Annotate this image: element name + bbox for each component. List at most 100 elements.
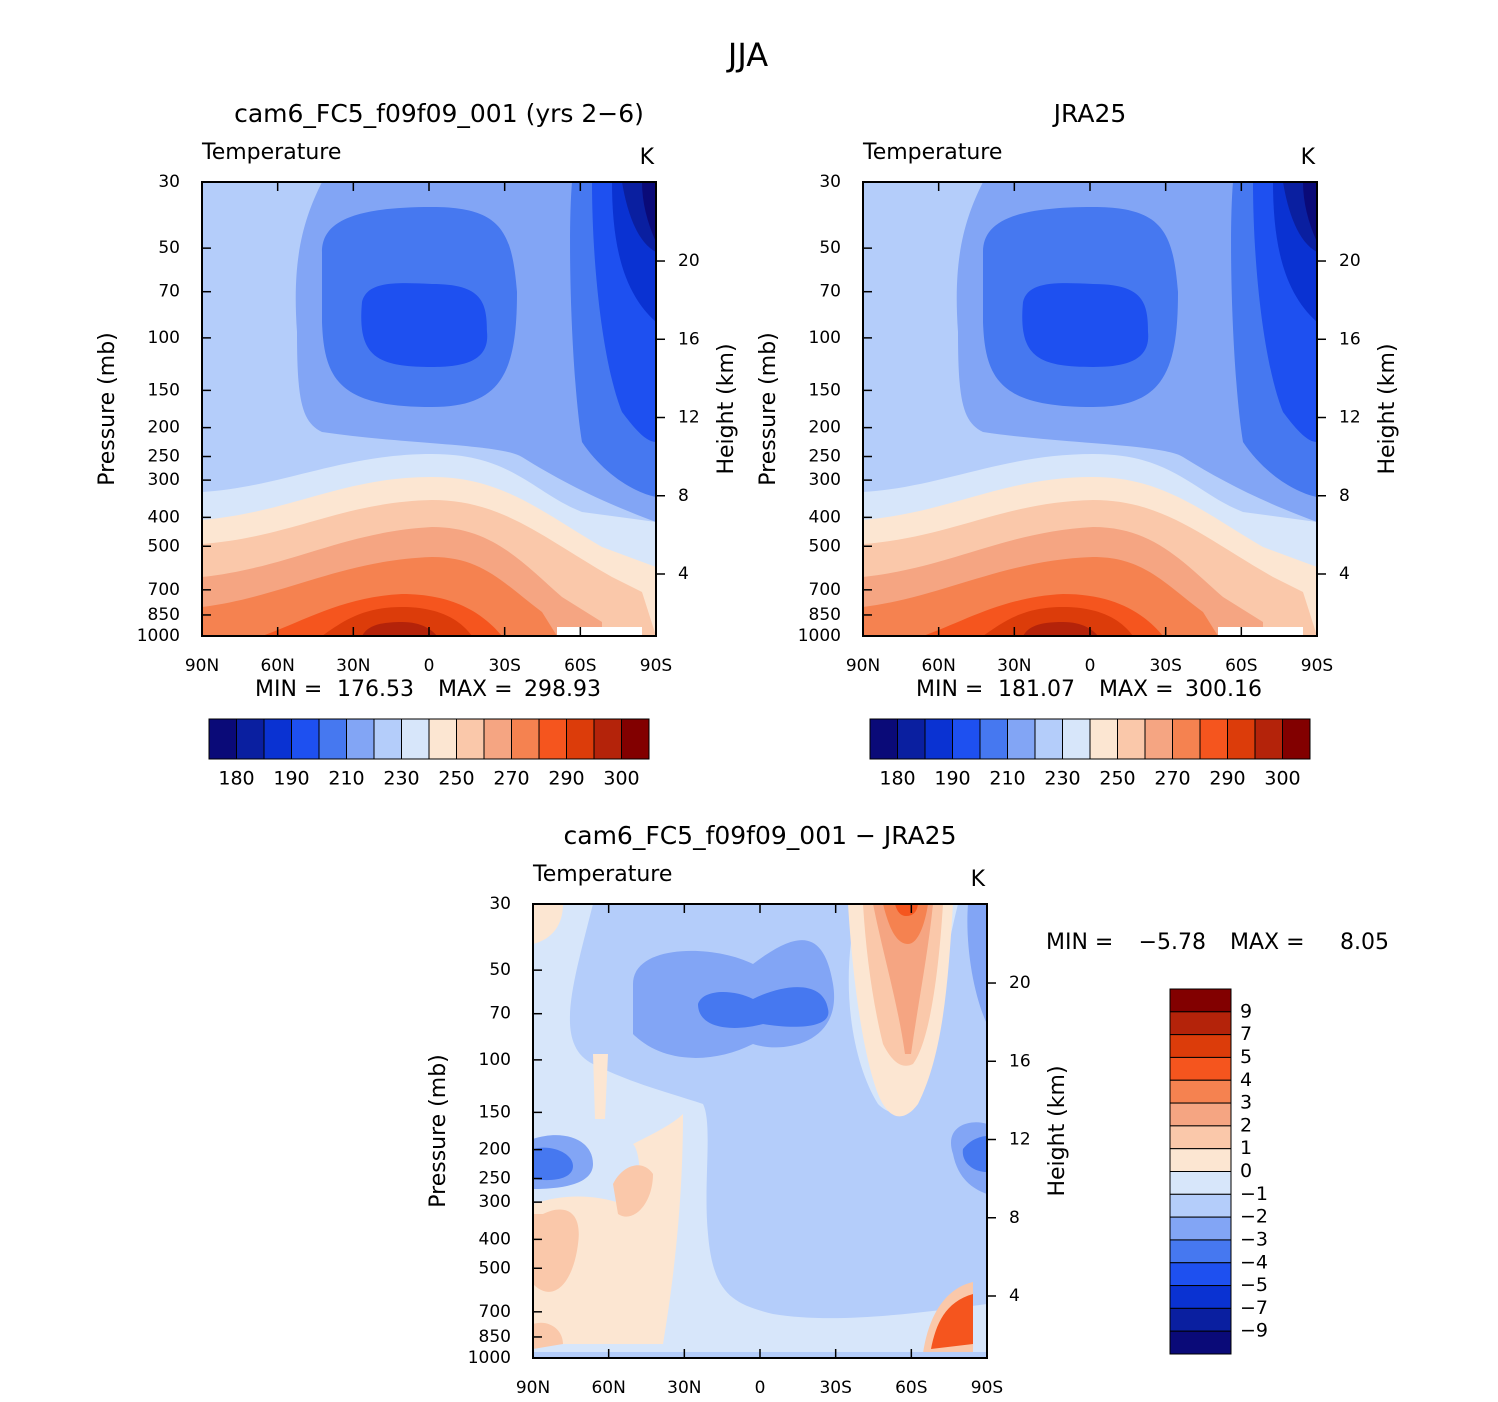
min-max-text: −5.78 — [1139, 930, 1206, 955]
panel-title: cam6_FC5_f09f09_001 − JRA25 — [564, 821, 957, 850]
x-tick-label: 30N — [667, 1378, 701, 1398]
colorbar-box — [869, 718, 898, 760]
colorbar-label: 9 — [1240, 1000, 1252, 1022]
colorbar-label: 300 — [603, 768, 639, 790]
y-tick-label: 50 — [158, 238, 180, 258]
colorbar-label: 1 — [1240, 1137, 1252, 1159]
colorbar-label: 4 — [1240, 1069, 1252, 1091]
colorbar-box — [1007, 718, 1036, 760]
y-tick-label: 30 — [489, 894, 511, 914]
colorbar-box — [1169, 1125, 1232, 1150]
contour-field — [202, 182, 656, 636]
colorbar-box — [428, 718, 457, 760]
colorbar-box — [483, 718, 512, 760]
colorbar-label: 300 — [1264, 768, 1300, 790]
y-tick-label: 1000 — [798, 626, 841, 646]
y-tick-label: 100 — [479, 1050, 511, 1070]
y-tick-label: 500 — [809, 536, 841, 556]
y2-tick-label: 20 — [678, 251, 700, 271]
min-max-text: MIN = — [916, 677, 983, 702]
x-tick-label: 60S — [1225, 656, 1257, 676]
colorbar-box — [373, 718, 402, 760]
y2-tick-label: 20 — [1339, 251, 1361, 271]
colorbar-box — [924, 718, 953, 760]
colorbar-box — [1282, 718, 1311, 760]
y-tick-label: 150 — [479, 1102, 511, 1122]
colorbar-label: 290 — [1209, 768, 1245, 790]
min-max-text: MIN = — [255, 677, 322, 702]
y-tick-label: 100 — [148, 328, 180, 348]
colorbar-label: −9 — [1240, 1320, 1268, 1342]
colorbar-box — [236, 718, 265, 760]
colorbar-box — [621, 718, 650, 760]
colorbar-box — [1227, 718, 1256, 760]
colorbar-box — [263, 718, 292, 760]
y-tick-label: 1000 — [137, 626, 180, 646]
colorbar-label: −3 — [1240, 1228, 1268, 1250]
colorbar-box — [1144, 718, 1173, 760]
y-axis-label: Pressure (mb) — [426, 1054, 451, 1208]
panel-title: cam6_FC5_f09f09_001 (yrs 2−6) — [234, 99, 644, 128]
colorbar-box — [1254, 718, 1283, 760]
min-max-text: 8.05 — [1340, 930, 1389, 955]
panel-title: JRA25 — [1052, 99, 1127, 128]
min-max-text: 300.16 — [1185, 677, 1262, 702]
min-max-text: MAX = — [438, 677, 513, 702]
y-tick-label: 400 — [148, 507, 180, 527]
y-tick-label: 1000 — [468, 1348, 511, 1368]
colorbar-box — [291, 718, 320, 760]
y-tick-label: 70 — [489, 1004, 511, 1024]
colorbar-label: 270 — [1154, 768, 1190, 790]
colorbar-box — [1062, 718, 1091, 760]
y2-tick-label: 20 — [1009, 973, 1031, 993]
colorbar-box — [1169, 1034, 1232, 1058]
x-tick-label: 60N — [591, 1378, 625, 1398]
y2-tick-label: 8 — [1339, 486, 1350, 506]
y2-tick-label: 4 — [678, 564, 689, 584]
x-tick-label: 30N — [336, 656, 370, 676]
x-tick-label: 30S — [819, 1378, 851, 1398]
y2-axis-label: Height (km) — [1045, 1065, 1070, 1196]
colorbar-label: 230 — [1044, 768, 1080, 790]
contour-field — [533, 904, 987, 1358]
colorbar-label: 250 — [438, 768, 474, 790]
colorbar-label: 180 — [218, 768, 254, 790]
colorbar-box — [1199, 718, 1228, 760]
units: K — [640, 145, 655, 170]
min-max-text: 176.53 — [337, 677, 414, 702]
subtitle: Temperature — [532, 862, 672, 887]
y-tick-label: 70 — [158, 282, 180, 302]
colorbar-box — [1169, 1262, 1232, 1287]
y-tick-label: 50 — [489, 960, 511, 980]
x-tick-label: 60S — [895, 1378, 927, 1398]
colorbar-box — [1169, 1330, 1232, 1355]
colorbar-label: 230 — [383, 768, 419, 790]
x-tick-label: 30S — [488, 656, 520, 676]
colorbar-box — [1117, 718, 1146, 760]
colorbar-box — [1169, 1148, 1232, 1172]
colorbar-box — [1169, 1285, 1232, 1309]
min-max-text: MAX = — [1230, 930, 1305, 955]
colorbar-label: −5 — [1240, 1274, 1268, 1296]
colorbar-box — [1169, 1171, 1232, 1195]
x-tick-label: 90S — [640, 656, 672, 676]
y-tick-label: 200 — [479, 1140, 511, 1160]
colorbar-box — [1169, 1307, 1232, 1332]
colorbar-box — [593, 718, 622, 760]
colorbar-box — [208, 718, 237, 760]
colorbar-label: 210 — [989, 768, 1025, 790]
y2-tick-label: 16 — [1339, 329, 1361, 349]
colorbar-label: −2 — [1240, 1206, 1268, 1228]
colorbar-box — [952, 718, 981, 760]
y-tick-label: 30 — [158, 172, 180, 192]
y2-axis-label: Height (km) — [714, 343, 739, 474]
colorbar-label: 210 — [328, 768, 364, 790]
y2-tick-label: 12 — [678, 408, 700, 428]
x-tick-label: 30N — [997, 656, 1031, 676]
y2-axis-label: Height (km) — [1375, 343, 1400, 474]
y-tick-label: 150 — [148, 380, 180, 400]
y-tick-label: 500 — [479, 1258, 511, 1278]
y2-tick-label: 4 — [1009, 1286, 1020, 1306]
y2-tick-label: 12 — [1009, 1130, 1031, 1150]
